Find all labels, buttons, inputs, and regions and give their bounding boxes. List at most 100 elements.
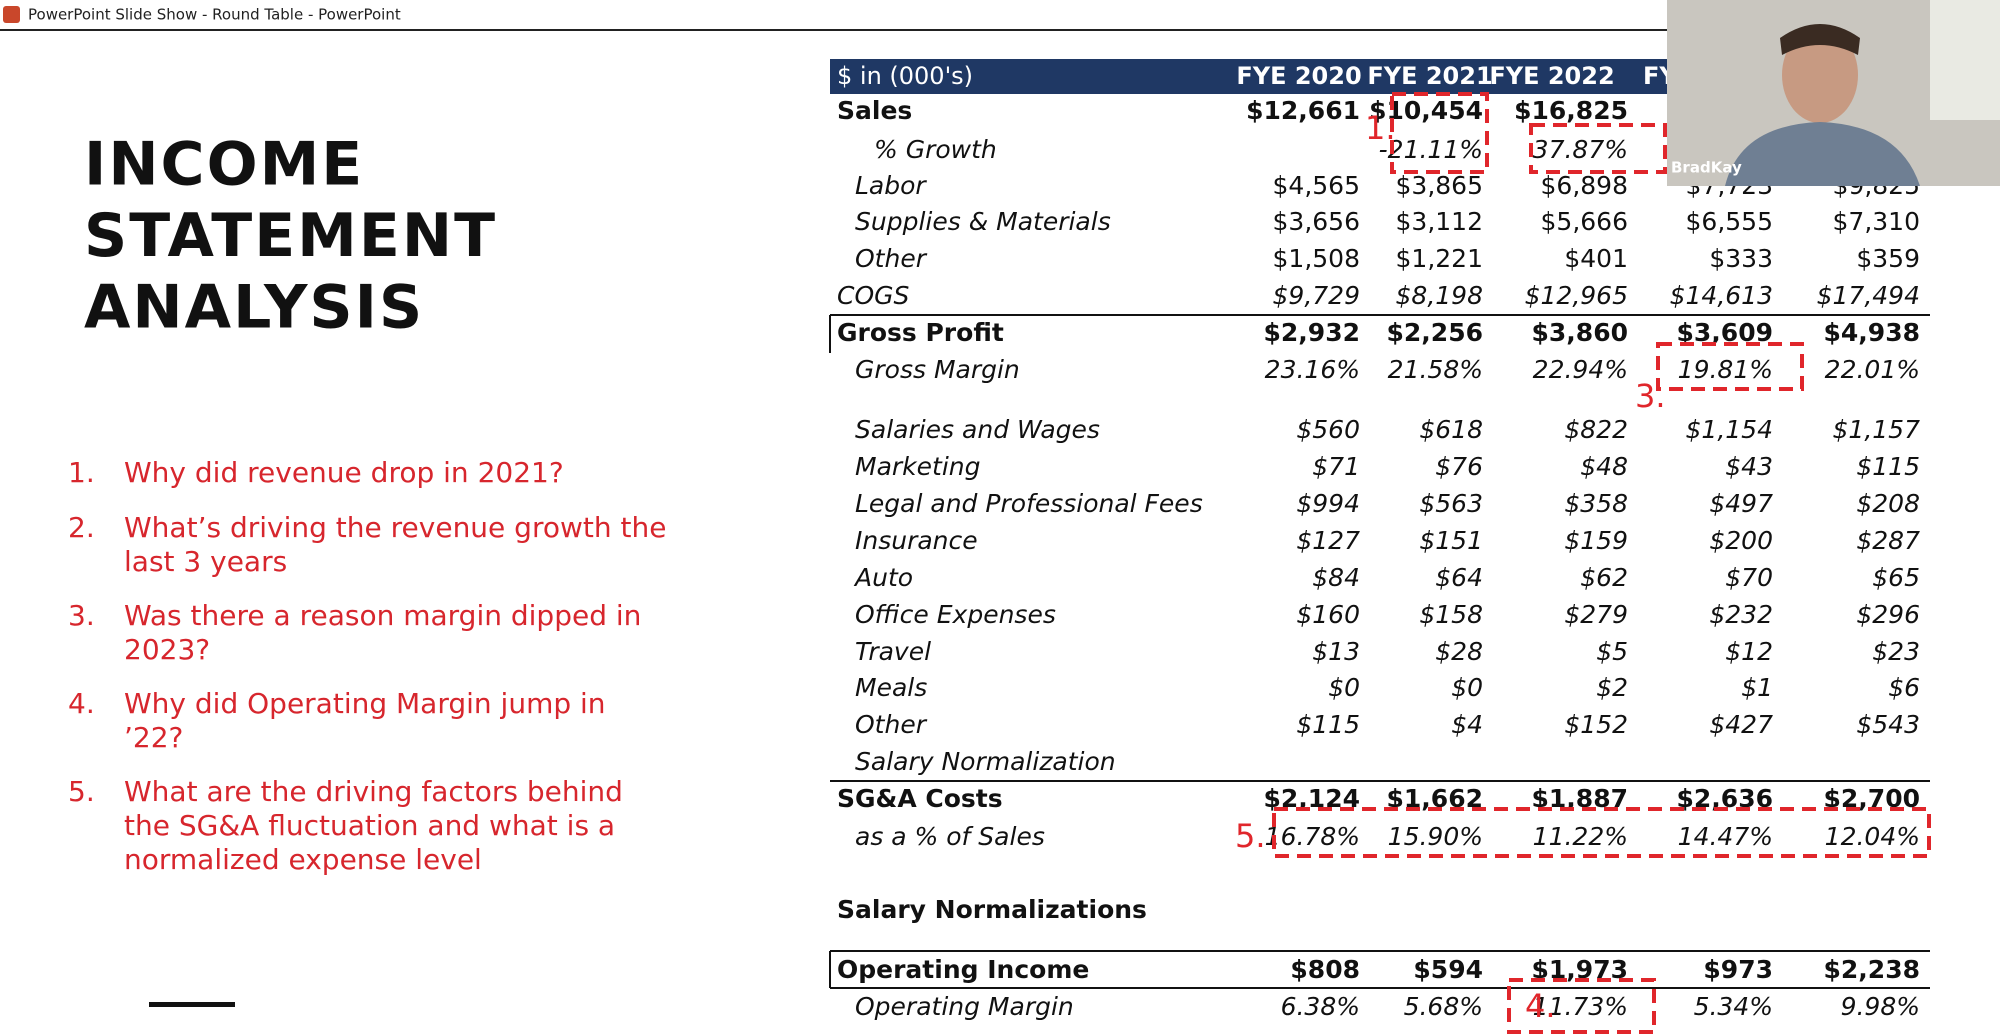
- row-label: Marketing: [855, 452, 981, 481]
- cell-value: $152: [1564, 710, 1628, 739]
- cell-value: $3,112: [1396, 207, 1483, 236]
- row-label: SG&A Costs: [837, 784, 1003, 813]
- webcam: BradKay: [1667, 0, 2000, 186]
- slide-title: ANALYSIS: [84, 273, 424, 343]
- cell-value: $4,938: [1824, 318, 1920, 347]
- cell-value: 5.68%: [1404, 992, 1483, 1021]
- title-bar: [0, 0, 2000, 30]
- cell-value: 5.34%: [1694, 992, 1773, 1021]
- cell-value: $159: [1564, 526, 1628, 555]
- question-number: 2.: [68, 511, 95, 544]
- cell-value: $6,555: [1686, 207, 1773, 236]
- cell-value: 11.22%: [1533, 822, 1628, 851]
- cell-value: $401: [1564, 244, 1628, 273]
- row-label: Supplies & Materials: [855, 207, 1111, 236]
- cell-value: $6,898: [1541, 171, 1628, 200]
- row-label: Legal and Professional Fees: [855, 489, 1203, 518]
- webcam-window: [1930, 0, 2000, 120]
- table-header: FYE 2020: [1236, 62, 1361, 90]
- row-label: COGS: [837, 281, 910, 310]
- cell-value: $808: [1290, 955, 1360, 984]
- cell-value: $127: [1296, 526, 1360, 555]
- cell-value: $115: [1856, 452, 1920, 481]
- cell-value: 9.98%: [1841, 992, 1920, 1021]
- cell-value: $973: [1703, 955, 1773, 984]
- question-number: 5.: [68, 775, 95, 808]
- cell-value: $822: [1564, 415, 1628, 444]
- cell-value: $65: [1872, 563, 1920, 592]
- table-rules: [829, 314, 1930, 989]
- webcam-hair: [1780, 24, 1860, 55]
- question-number: 3.: [68, 599, 95, 632]
- question-text: ’22?: [124, 721, 183, 754]
- cell-value: $8,198: [1396, 281, 1483, 310]
- cell-value: 22.94%: [1533, 355, 1628, 384]
- row-label: Salaries and Wages: [855, 415, 1100, 444]
- cell-value: $296: [1856, 600, 1920, 629]
- cell-value: $1,154: [1686, 415, 1773, 444]
- cell-value: $115: [1296, 710, 1360, 739]
- question-number: 1.: [68, 456, 95, 489]
- row-label: Auto: [853, 563, 913, 592]
- cell-value: $3,865: [1396, 171, 1483, 200]
- row-label: Operating Margin: [855, 992, 1074, 1021]
- cell-value: $9,729: [1273, 281, 1360, 310]
- annotation-number: 1.: [1365, 109, 1396, 147]
- cell-value: $151: [1419, 526, 1483, 555]
- cell-value: $3,656: [1273, 207, 1360, 236]
- cell-value: $12,661: [1246, 96, 1360, 125]
- annotation-box: [1529, 123, 1667, 174]
- cell-value: $48: [1580, 452, 1628, 481]
- cell-value: $359: [1856, 244, 1920, 273]
- cell-value: $358: [1564, 489, 1628, 518]
- row-label: Operating Income: [837, 955, 1089, 984]
- cell-value: $333: [1709, 244, 1773, 273]
- row-label: Other: [855, 244, 928, 273]
- row-label: Other: [855, 710, 928, 739]
- row-label: % Growth: [874, 135, 997, 164]
- app-icon: [3, 6, 20, 23]
- row-label: Gross Profit: [837, 318, 1004, 347]
- cell-value: $6: [1888, 673, 1920, 702]
- table-header: $ in (000's): [837, 62, 973, 90]
- cell-value: $4: [1451, 710, 1483, 739]
- cell-value: $0: [1328, 673, 1360, 702]
- cell-value: 12.04%: [1825, 822, 1920, 851]
- question-text: Why did Operating Margin jump in: [124, 687, 606, 720]
- annotation-number: 5.: [1235, 817, 1266, 855]
- question-number: 4.: [68, 687, 95, 720]
- cell-value: $5: [1596, 637, 1628, 666]
- cell-value: $1,221: [1396, 244, 1483, 273]
- cell-value: $12: [1725, 637, 1773, 666]
- row-label: Meals: [855, 673, 927, 702]
- cell-value: $0: [1451, 673, 1483, 702]
- cell-value: $497: [1709, 489, 1773, 518]
- row-label: Insurance: [855, 526, 978, 555]
- webcam-name: BradKay: [1671, 159, 1742, 177]
- accent-line: [149, 1002, 235, 1007]
- cell-value: $427: [1709, 710, 1773, 739]
- cell-value: $4,565: [1273, 171, 1360, 200]
- cell-value: $62: [1580, 563, 1628, 592]
- cell-value: $71: [1312, 452, 1360, 481]
- row-label: Labor: [855, 171, 927, 200]
- annotation-number: 4.: [1525, 987, 1556, 1025]
- cell-value: $5,666: [1541, 207, 1628, 236]
- cell-value: 23.16%: [1265, 355, 1360, 384]
- slide-title: INCOME: [84, 130, 364, 200]
- cell-value: $84: [1312, 563, 1360, 592]
- row-label: Travel: [855, 637, 931, 666]
- annotation-number: 3.: [1635, 377, 1666, 415]
- annotation-box: [1507, 978, 1656, 1034]
- cell-value: $17,494: [1817, 281, 1920, 310]
- cell-value: $28: [1435, 637, 1483, 666]
- cell-value: $2: [1596, 673, 1628, 702]
- cell-value: 14.47%: [1678, 822, 1773, 851]
- cell-value: $279: [1564, 600, 1628, 629]
- row-label: Office Expenses: [855, 600, 1056, 629]
- cell-value: $12,965: [1525, 281, 1628, 310]
- cell-value: $10,454: [1369, 96, 1483, 125]
